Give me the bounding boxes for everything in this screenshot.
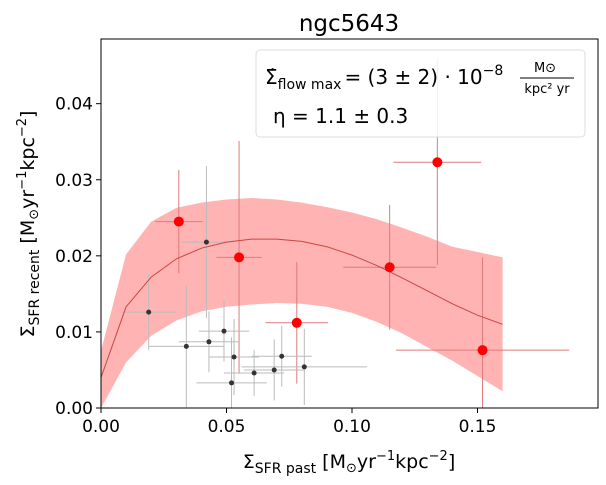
black-marker-6	[231, 354, 237, 360]
red-marker-2	[291, 317, 302, 328]
red-marker-3	[384, 262, 395, 273]
plot-area	[100, 38, 599, 409]
black-marker-3	[206, 339, 212, 345]
flow-unit-denominator: kpc² yr	[524, 82, 570, 97]
red-marker-1	[234, 252, 245, 263]
x-axis: 0.00 0.05 0.10 0.15	[82, 408, 496, 437]
black-marker-4	[221, 328, 227, 334]
axes-frame	[100, 38, 599, 409]
x-tick-label: 0.00	[82, 417, 120, 437]
eta-annotation: η = 1.1 ± 0.3	[273, 104, 408, 128]
annotation-box: Σ̇flow max = (3 ± 2) · 10−8 M⊙ kpc² yr η …	[255, 49, 586, 138]
red-marker-4	[432, 157, 443, 168]
black-marker-8	[271, 367, 277, 373]
y-tick-label: 0.01	[55, 323, 93, 343]
black-marker-1	[183, 343, 189, 349]
y-tick-label: 0.00	[55, 399, 93, 419]
black-marker-9	[279, 353, 285, 359]
y-tick-label: 0.04	[55, 95, 93, 115]
flow-subscript: flow max	[278, 77, 342, 93]
x-tick-label: 0.05	[208, 417, 246, 437]
red-marker-0	[173, 216, 184, 227]
black-marker-7	[251, 370, 257, 376]
flow-symbol: Σ̇	[265, 65, 278, 89]
y-tick-label: 0.03	[55, 171, 93, 191]
model-band	[101, 198, 503, 408]
x-tick-label: 0.15	[459, 417, 497, 437]
flow-annotation: Σ̇flow max = (3 ± 2) · 10−8	[265, 63, 503, 93]
black-marker-2	[203, 239, 209, 245]
black-marker-0	[146, 309, 152, 315]
chart-title: ngc5643	[299, 11, 399, 37]
black-marker-5	[229, 380, 235, 386]
red-marker-5	[477, 345, 488, 356]
black-marker-10	[301, 364, 307, 370]
x-tick-label: 0.10	[333, 417, 371, 437]
plot-inner	[101, 59, 570, 408]
x-axis-label: ΣSFR past [M⊙yr−1kpc−2]	[243, 449, 456, 477]
flow-exponent: −8	[483, 63, 504, 79]
y-axis-label: ΣSFR recent [M⊙yr−1kpc−2]	[15, 111, 43, 338]
flow-value: = (3 ± 2) · 10	[344, 65, 482, 89]
y-tick-label: 0.02	[55, 247, 93, 267]
flow-unit-numerator: M⊙	[534, 61, 556, 76]
model-line	[101, 238, 503, 378]
y-axis: 0.00 0.01 0.02 0.03 0.04	[55, 95, 101, 419]
